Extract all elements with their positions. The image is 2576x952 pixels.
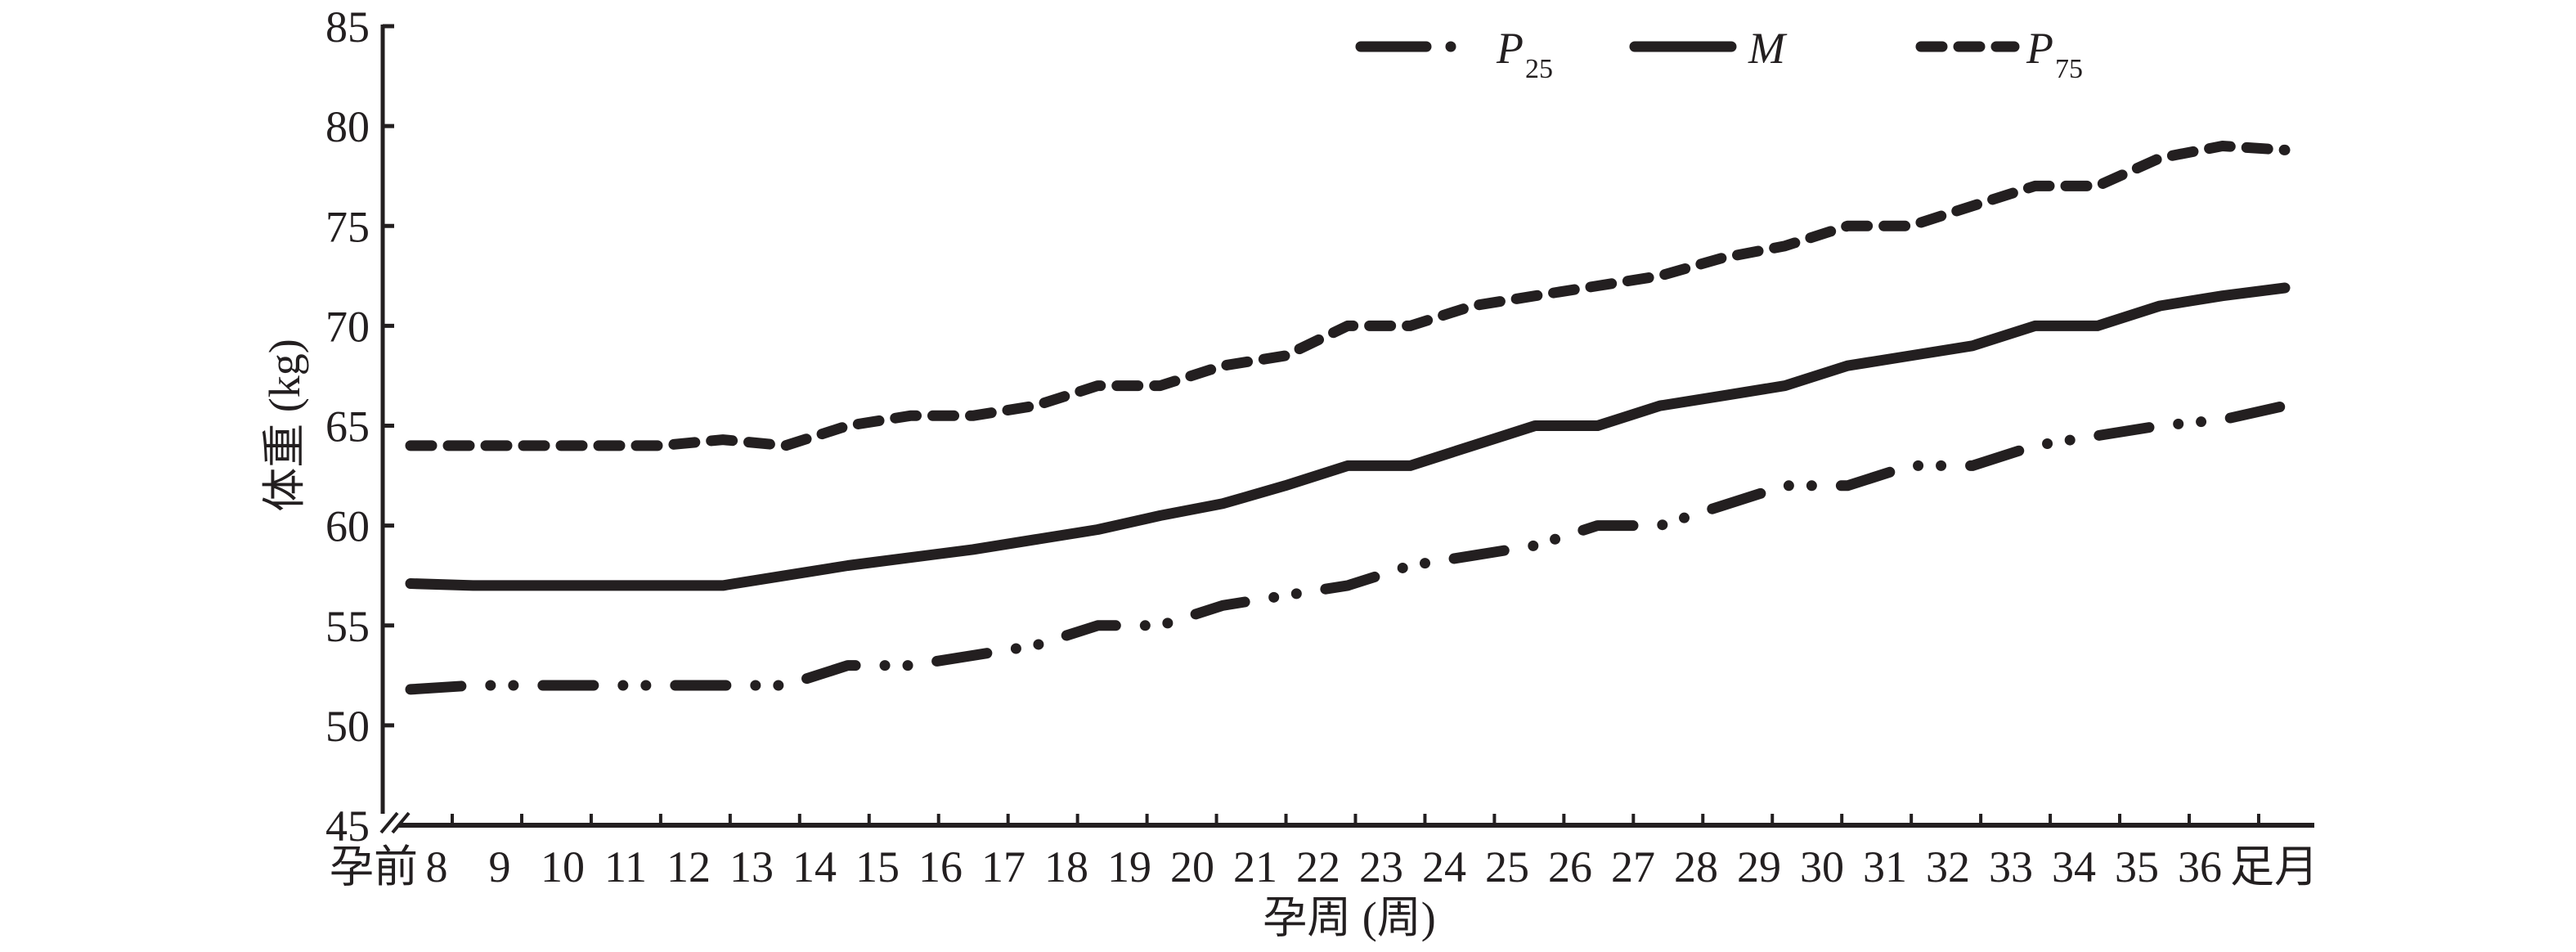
legend-label: M [1748, 24, 1788, 73]
x-tick-label: 31 [1863, 842, 1907, 891]
legend-item-p25: P25 [1355, 24, 1553, 84]
axis-break-mark [379, 811, 399, 834]
x-tick-label: 27 [1611, 842, 1655, 891]
legend-label: P75 [2026, 24, 2083, 84]
x-tick-label: 25 [1485, 842, 1529, 891]
x-tick-label: 32 [1926, 842, 1970, 891]
x-tick-label: 34 [2052, 842, 2096, 891]
x-tick-label: 21 [1233, 842, 1277, 891]
x-tick-label: 35 [2115, 842, 2159, 891]
x-tick-label: 30 [1800, 842, 1844, 891]
series-layer [405, 141, 2291, 695]
y-tick-label: 65 [325, 402, 370, 451]
legend-label: P25 [1496, 24, 1553, 84]
x-tick-label: 13 [729, 842, 774, 891]
y-tick-label: 55 [325, 602, 370, 651]
x-tick-label: 8 [426, 842, 448, 891]
x-tick-label: 18 [1044, 842, 1088, 891]
x-tick-label: 28 [1674, 842, 1718, 891]
x-tick-label: 16 [918, 842, 963, 891]
x-tick-label: 24 [1422, 842, 1466, 891]
y-tick-label: 70 [325, 302, 370, 351]
y-axis: 45 50 55 60 65 70 75 80 85 [325, 2, 411, 851]
x-tick-label: 29 [1737, 842, 1781, 891]
x-axis: 孕前 8 9 10 11 12 13 14 15 16 17 18 19 20 21 22 23 24 25 26 27… [330, 814, 2318, 891]
x-tick-label: 36 [2178, 842, 2222, 891]
legend-item-p75: P75 [1915, 24, 2083, 84]
x-tick-label: 孕前 [330, 842, 418, 891]
x-tick-label: 14 [792, 842, 837, 891]
x-tick-label: 33 [1989, 842, 2033, 891]
y-axis-title: 体重 (kg) [260, 339, 309, 511]
x-tick-label: 23 [1359, 842, 1403, 891]
x-tick-label: 20 [1170, 842, 1214, 891]
x-tick-label: 17 [981, 842, 1025, 891]
x-tick-label: 12 [666, 842, 711, 891]
x-tick-label: 15 [855, 842, 900, 891]
x-tick-label: 10 [541, 842, 585, 891]
x-tick-label: 19 [1107, 842, 1151, 891]
legend-item-m: M [1629, 24, 1788, 73]
x-tick-label: 9 [489, 842, 511, 891]
y-tick-label: 75 [325, 202, 370, 251]
series-line-p75 [405, 141, 2291, 451]
legend: P25 M P75 [1355, 24, 2083, 84]
x-tick-label: 22 [1296, 842, 1340, 891]
y-tick-label: 50 [325, 702, 370, 751]
x-tick-label: 26 [1548, 842, 1592, 891]
y-tick-label: 45 [325, 802, 370, 851]
x-axis-title: 孕周 (周) [1263, 893, 1435, 942]
y-tick-label: 60 [325, 502, 370, 551]
x-tick-label: 足月 [2230, 842, 2318, 891]
y-tick-label: 85 [325, 2, 370, 52]
x-tick-label: 11 [604, 842, 647, 891]
series-line-p25 [405, 400, 2291, 695]
y-tick-label: 80 [325, 102, 370, 151]
series-line-m [405, 282, 2291, 591]
